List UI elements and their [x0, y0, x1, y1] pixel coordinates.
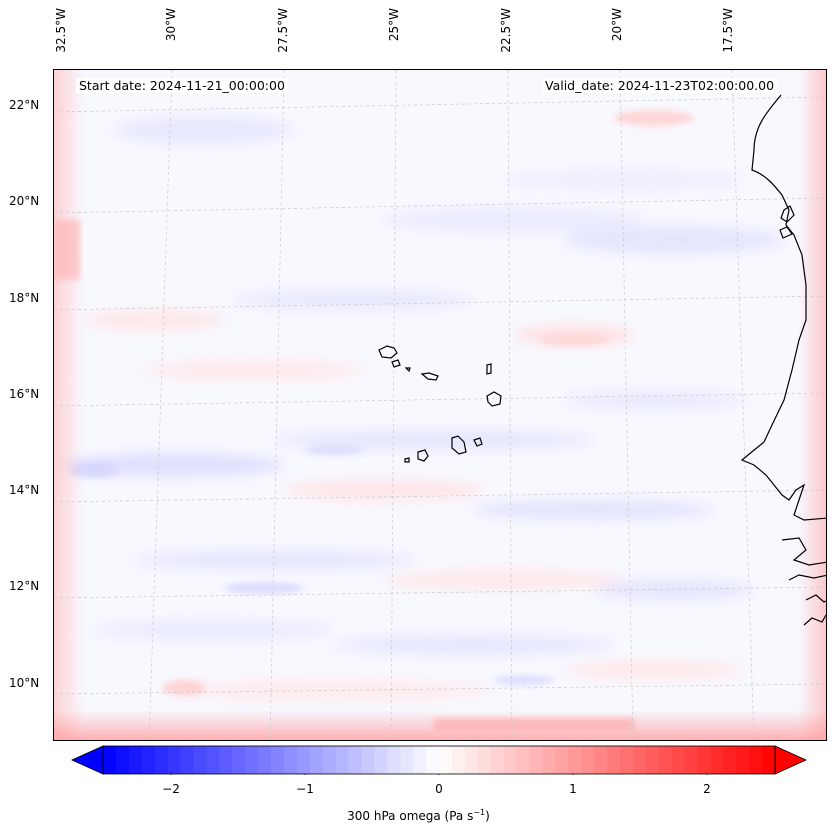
start-date-label: Start date: 2024-11-21_00:00:00 [76, 78, 288, 93]
colorbar-cell [736, 746, 750, 774]
colorbar-cell [413, 746, 427, 774]
lon-label-25w: 25°W [387, 8, 401, 42]
colorbar-cell [322, 746, 337, 774]
colorbar-cell [141, 746, 156, 774]
colorbar-cell [645, 746, 660, 774]
colorbar-cell [271, 746, 285, 774]
colorbar-max-extend [774, 745, 807, 775]
lat-label-20n: 20°N [9, 194, 40, 208]
colorbar-cell [594, 746, 608, 774]
colorbar-tick-neg2: −2 [162, 782, 180, 796]
colorbar-tick-neg1: −1 [296, 782, 314, 796]
colorbar-cell [542, 746, 556, 774]
lat-label-10n: 10°N [9, 676, 40, 690]
colorbar-cells [103, 746, 776, 774]
colorbar-tick-2: 2 [703, 782, 711, 796]
colorbar-cell [374, 746, 388, 774]
colorbar-cell [439, 746, 453, 774]
colorbar-cell [128, 746, 143, 774]
colorbar-cell [180, 746, 194, 774]
lat-label-16n: 16°N [9, 387, 40, 401]
lon-label-32-5w: 32.5°W [54, 8, 68, 53]
coastlines [378, 94, 826, 626]
colorbar-cell [335, 746, 349, 774]
colorbar-cell [103, 746, 117, 774]
colorbar-tick-1: 1 [569, 782, 577, 796]
colorbar-cell [206, 746, 220, 774]
colorbar-cell [607, 746, 621, 774]
lon-label-20w: 20°W [610, 8, 624, 42]
lat-label-22n: 22°N [9, 98, 40, 112]
colorbar-cell [154, 746, 169, 774]
graticule [54, 70, 826, 740]
colorbar-cell [632, 746, 647, 774]
colorbar-min-extend [71, 745, 104, 775]
colorbar-cell [503, 746, 517, 774]
colorbar-cell [361, 746, 375, 774]
colorbar-cell [762, 746, 776, 774]
colorbar-cell [115, 746, 130, 774]
colorbar-label-prefix: 300 hPa omega (Pa s [347, 809, 474, 823]
colorbar-cell [309, 746, 324, 774]
colorbar-cell [529, 746, 543, 774]
colorbar-tick-0: 0 [435, 782, 443, 796]
lat-label-12n: 12°N [9, 579, 40, 593]
colorbar-cell [348, 746, 362, 774]
colorbar-cell [232, 746, 246, 774]
colorbar [71, 745, 807, 775]
colorbar-cell [283, 746, 298, 774]
lon-label-27-5w: 27.5°W [276, 8, 290, 53]
colorbar-cell [451, 746, 466, 774]
colorbar-label: 300 hPa omega (Pa s−1) [0, 808, 837, 823]
colorbar-cell [658, 746, 673, 774]
lon-label-22-5w: 22.5°W [499, 8, 513, 53]
omega-field-map [54, 70, 826, 740]
colorbar-cell [477, 746, 492, 774]
lat-label-18n: 18°N [9, 291, 40, 305]
colorbar-cell [167, 746, 181, 774]
valid-date-label: Valid_date: 2024-11-23T02:00:00.00 [542, 78, 778, 93]
colorbar-cell [581, 746, 595, 774]
colorbar-tick-marks [170, 774, 708, 775]
colorbar-cell [400, 746, 414, 774]
colorbar-label-suffix: ) [485, 809, 490, 823]
lon-label-17-5w: 17.5°W [721, 8, 735, 53]
colorbar-cell [684, 746, 698, 774]
colorbar-cell [219, 746, 233, 774]
colorbar-label-exponent: −1 [473, 808, 486, 817]
colorbar-cell [710, 746, 724, 774]
colorbar-cell [193, 746, 207, 774]
colorbar-cell [697, 746, 711, 774]
colorbar-cell [568, 746, 582, 774]
colorbar-cell [464, 746, 479, 774]
colorbar-cell [426, 746, 440, 774]
colorbar-cell [619, 746, 634, 774]
colorbar-cell [296, 746, 311, 774]
lon-label-30w: 30°W [164, 8, 178, 42]
colorbar-cell [723, 746, 737, 774]
colorbar-cell [387, 746, 401, 774]
colorbar-cell [555, 746, 569, 774]
map-panel[interactable] [53, 69, 827, 741]
colorbar-cell [516, 746, 530, 774]
omega-blobs [54, 70, 826, 740]
colorbar-cell [258, 746, 272, 774]
lat-label-14n: 14°N [9, 483, 40, 497]
colorbar-cell [671, 746, 685, 774]
colorbar-cell [490, 746, 505, 774]
colorbar-cell [749, 746, 763, 774]
colorbar-cell [245, 746, 259, 774]
